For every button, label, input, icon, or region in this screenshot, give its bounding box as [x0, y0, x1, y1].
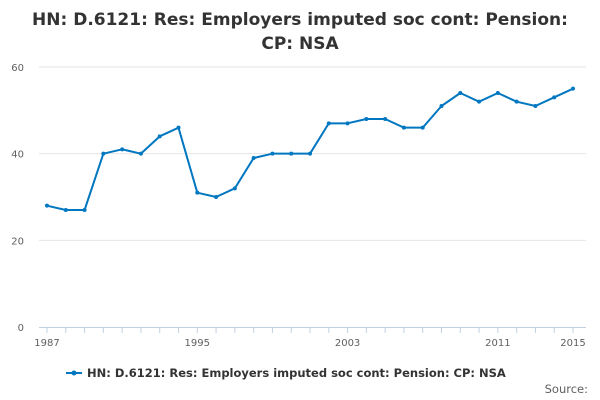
series-layer — [45, 86, 575, 212]
y-tick-label-0: 0 — [18, 323, 24, 334]
y-tick-label-40: 40 — [11, 150, 24, 161]
data-point-2014[interactable] — [552, 95, 557, 100]
data-point-1993[interactable] — [157, 134, 162, 139]
data-point-2008[interactable] — [439, 104, 444, 108]
data-point-2010[interactable] — [477, 99, 482, 104]
data-point-2011[interactable] — [495, 91, 500, 95]
source-label: Source: — [545, 382, 588, 396]
x-axis — [39, 327, 586, 333]
y-tick-label-60: 60 — [11, 63, 24, 74]
data-point-1995[interactable] — [195, 190, 200, 195]
data-point-2007[interactable] — [420, 125, 425, 130]
data-point-1999[interactable] — [270, 151, 275, 156]
data-point-1996[interactable] — [214, 195, 219, 199]
chart-title: HN: D.6121: Res: Employers imputed soc c… — [32, 10, 568, 54]
data-point-2004[interactable] — [364, 117, 369, 121]
data-point-1998[interactable] — [251, 156, 256, 160]
data-point-1987[interactable] — [45, 203, 49, 208]
gridlines — [39, 66, 586, 241]
data-point-1989[interactable] — [82, 208, 87, 212]
x-tick-label-1987: 1987 — [34, 338, 59, 349]
data-point-2006[interactable] — [401, 125, 406, 130]
data-point-1988[interactable] — [63, 208, 68, 212]
x-tick-label-2003: 2003 — [335, 338, 360, 349]
data-point-2000[interactable] — [289, 151, 294, 156]
data-point-1992[interactable] — [138, 151, 143, 156]
data-point-2012[interactable] — [514, 99, 519, 104]
series-line-0 — [46, 87, 574, 211]
x-tick-label-2011: 2011 — [485, 338, 510, 349]
data-point-2001[interactable] — [308, 151, 312, 156]
data-point-1991[interactable] — [120, 147, 125, 152]
x-tick-label-1995: 1995 — [185, 338, 210, 349]
data-point-2013[interactable] — [533, 104, 538, 108]
data-point-1990[interactable] — [101, 151, 106, 156]
x-axis-labels: 1987 1995 2003 2011 2015 — [34, 338, 585, 349]
data-point-2002[interactable] — [326, 121, 331, 126]
data-point-2003[interactable] — [345, 121, 350, 126]
y-axis-labels: 0 20 40 60 — [11, 63, 24, 334]
data-point-2005[interactable] — [383, 117, 388, 121]
data-point-2015[interactable] — [571, 86, 575, 91]
y-tick-label-20: 20 — [11, 236, 24, 247]
legend-series-label: HN: D.6121: Res: Employers imputed soc c… — [87, 366, 506, 380]
data-point-2009[interactable] — [458, 91, 463, 95]
legend-point-marker — [71, 370, 77, 376]
x-tick-label-2015: 2015 — [560, 338, 585, 349]
legend[interactable]: HN: D.6121: Res: Employers imputed soc c… — [66, 366, 506, 380]
data-point-1997[interactable] — [232, 186, 237, 191]
data-point-1994[interactable] — [176, 125, 181, 130]
